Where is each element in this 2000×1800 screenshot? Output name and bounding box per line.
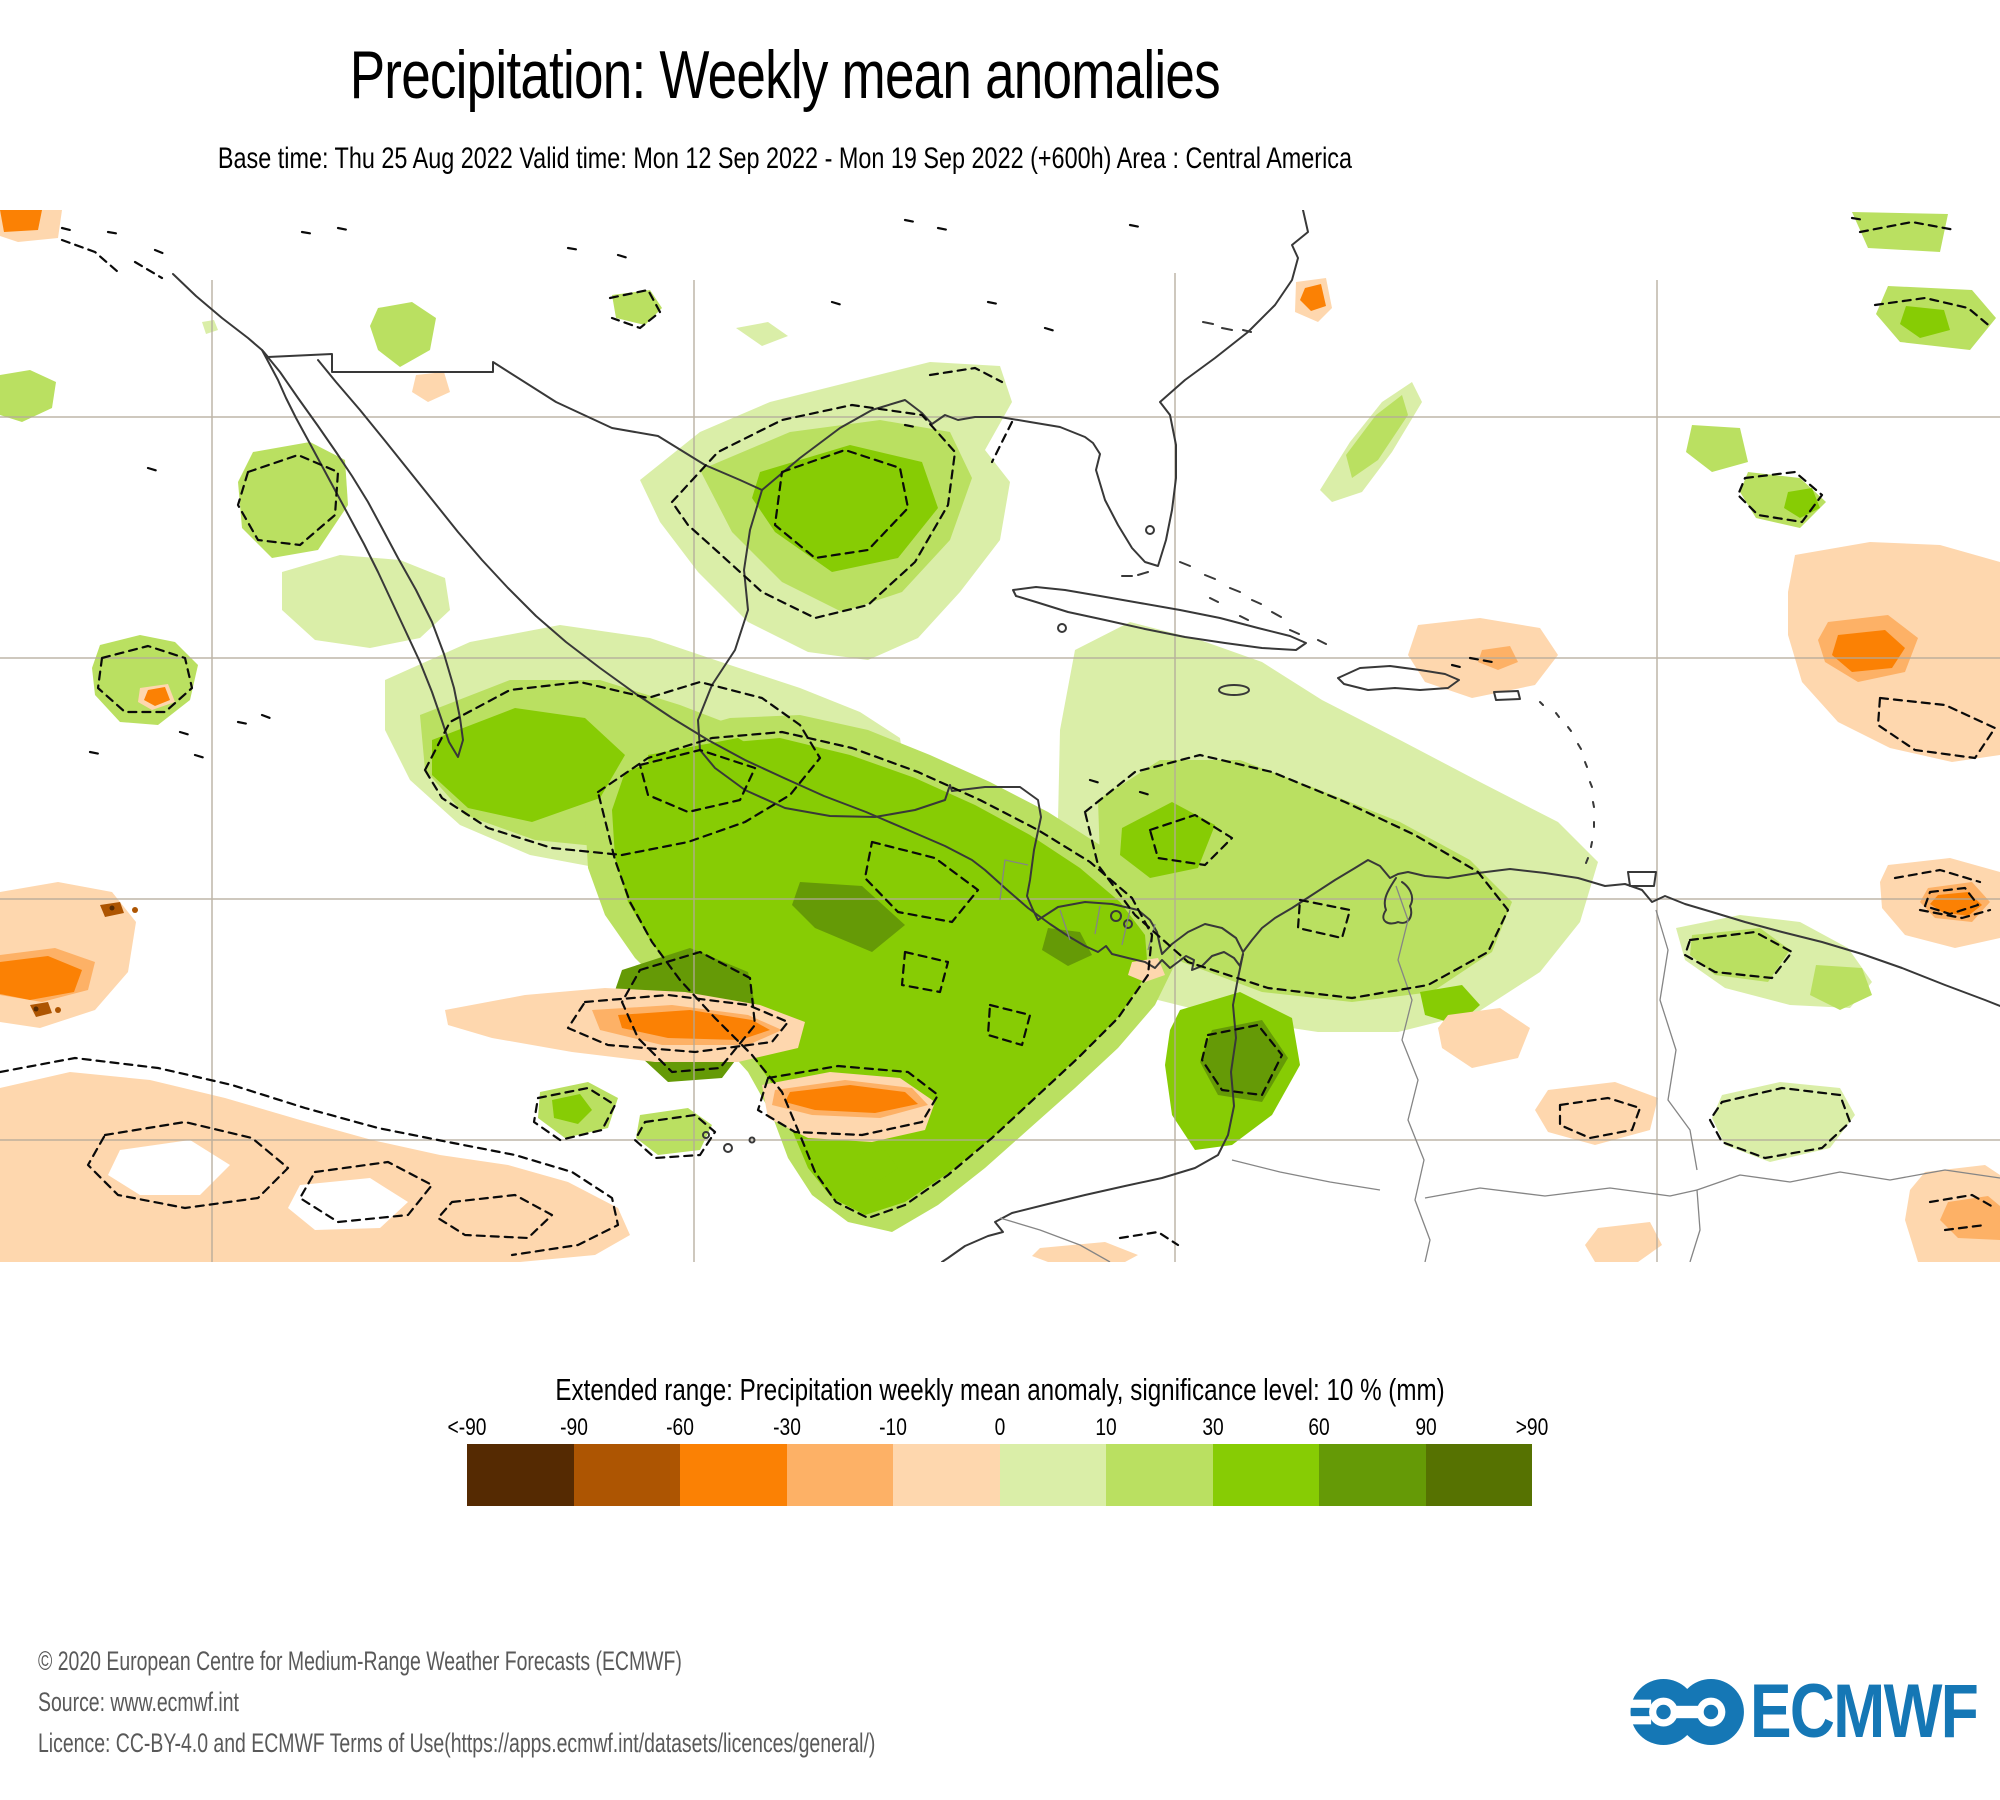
tick-label: 10 (1095, 1414, 1117, 1441)
tick-label: -10 (879, 1414, 907, 1441)
colorbar-segment (680, 1444, 787, 1506)
footer-licence: Licence: CC-BY-4.0 and ECMWF Terms of Us… (38, 1723, 1201, 1764)
tick-label: 60 (1308, 1414, 1330, 1441)
colorbar-segment (573, 1444, 680, 1506)
footer-copyright: © 2020 European Centre for Medium-Range … (38, 1641, 1201, 1682)
page-subtitle-text: Base time: Thu 25 Aug 2022 Valid time: M… (217, 142, 1353, 175)
colorbar-segment (893, 1444, 1000, 1506)
tick-label: -60 (666, 1414, 694, 1441)
colorbar (467, 1444, 1532, 1506)
significance-contours (0, 216, 1997, 1257)
legend-title-text: Extended range: Precipitation weekly mea… (555, 1372, 1445, 1407)
legend-title: Extended range: Precipitation weekly mea… (0, 1372, 2000, 1408)
colorbar-segment (1106, 1444, 1213, 1506)
weather-map (0, 210, 2000, 1262)
colorbar-segment (467, 1444, 574, 1506)
footer-copyright-text: © 2020 European Centre for Medium-Range … (38, 1646, 682, 1676)
colorbar-segment (1212, 1444, 1319, 1506)
anomaly-green-layer (432, 306, 1950, 1215)
colorbar-segment (1319, 1444, 1426, 1506)
colorbar-segment (786, 1444, 893, 1506)
page-title-text: Precipitation: Weekly mean anomalies (349, 37, 1221, 113)
anomaly-brown-layer (30, 902, 138, 1017)
tick-label: <-90 (447, 1414, 487, 1441)
page-title: Precipitation: Weekly mean anomalies (0, 36, 1570, 114)
tick-label: 0 (994, 1414, 1005, 1441)
map-coastlines (172, 210, 2000, 1262)
tick-label: -90 (559, 1414, 588, 1441)
tick-label: 90 (1414, 1414, 1437, 1441)
tick-label: 30 (1201, 1414, 1224, 1441)
tick-label: >90 (1515, 1414, 1549, 1441)
ecmwf-logo-text: ECMWF (1750, 1669, 1979, 1754)
colorbar-segment (1425, 1444, 1532, 1506)
anomaly-orange-layer (0, 210, 1982, 1113)
colorbar-ticks: <-90 -90 -60 -30 -10 0 10 30 60 90 >90 (448, 1414, 1549, 1441)
footer-licence-text: Licence: CC-BY-4.0 and ECMWF Terms of Us… (38, 1728, 876, 1758)
ecmwf-logo: ECMWF (1616, 1668, 2000, 1755)
tick-label: -30 (772, 1414, 801, 1441)
chart-header: Precipitation: Weekly mean anomalies Bas… (0, 0, 1570, 176)
footer-source: Source: www.ecmwf.int (38, 1682, 1201, 1723)
map-borders (999, 859, 2000, 1262)
footer: © 2020 European Centre for Medium-Range … (38, 1641, 1201, 1764)
footer-source-text: Source: www.ecmwf.int (38, 1687, 239, 1717)
map-canvas (0, 210, 2000, 1262)
page-subtitle: Base time: Thu 25 Aug 2022 Valid time: M… (0, 142, 1570, 176)
ecmwf-logo-mark (1616, 1678, 1744, 1745)
colorbar-segment (999, 1444, 1106, 1506)
